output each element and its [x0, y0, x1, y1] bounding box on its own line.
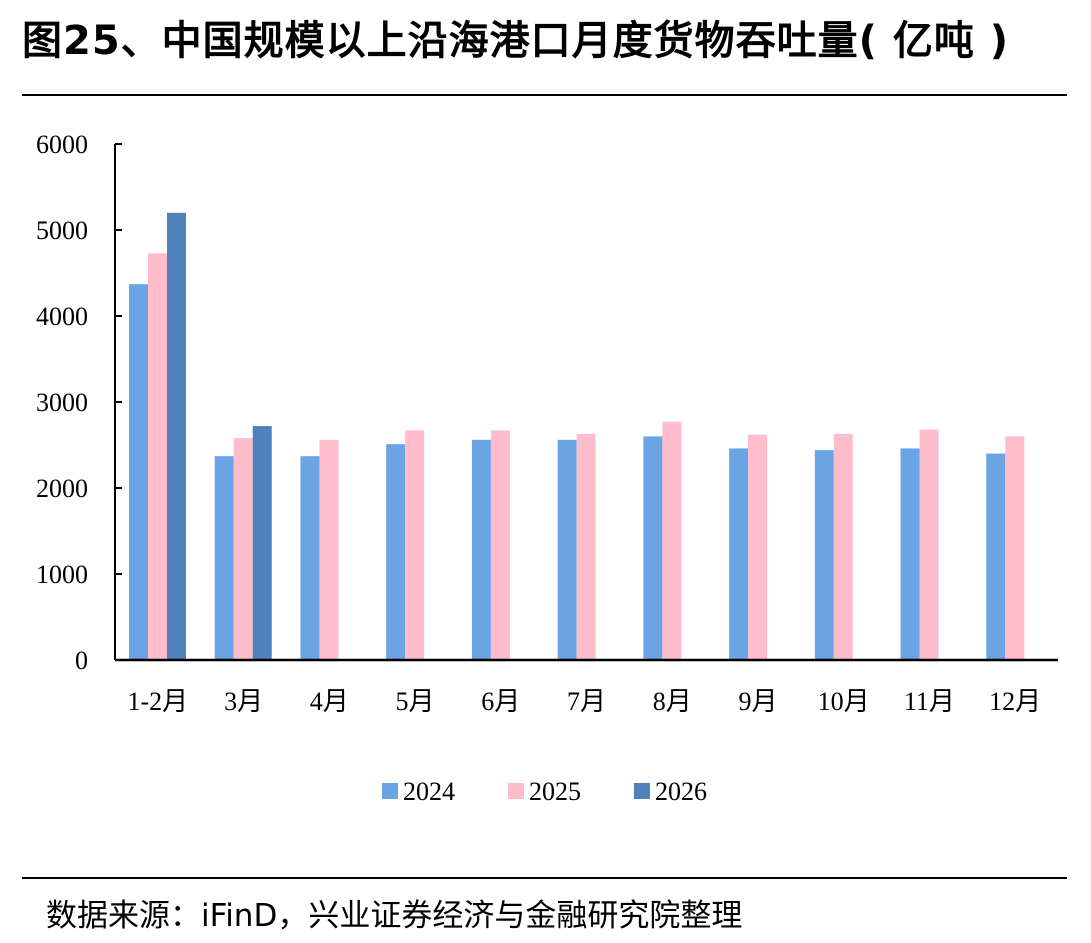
x-category-label-8: 10月	[818, 687, 870, 716]
bar-2025-3	[405, 430, 425, 660]
x-category-label-6: 8月	[653, 687, 692, 716]
source-note: 数据来源：iFinD，兴业证券经济与金融研究院整理	[46, 898, 743, 934]
bar-2026-1	[252, 426, 272, 660]
bar-2024-6	[643, 436, 663, 660]
x-category-label-1: 3月	[224, 687, 263, 716]
bar-2025-8	[833, 433, 853, 660]
bar-2025-4	[490, 430, 510, 660]
bar-2024-3	[386, 444, 406, 660]
legend-swatch-2024	[382, 783, 398, 799]
bar-2024-9	[900, 448, 920, 660]
x-category-label-5: 7月	[567, 687, 606, 716]
bar-2024-8	[814, 450, 834, 660]
y-tick-label-5: 5000	[36, 216, 88, 245]
y-tick-labels: 0 1000 2000 3000 4000 5000 6000	[36, 130, 88, 675]
bar-2024-5	[557, 439, 577, 660]
x-category-labels: 1-2月 3月 4月 5月 6月 7月 8月 9月 10月 11月 12月	[128, 687, 1042, 716]
bars-group	[129, 212, 1025, 661]
bar-2024-0	[129, 284, 148, 660]
bar-2024-7	[729, 448, 749, 660]
legend-label-2024: 2024	[403, 777, 455, 806]
bar-2025-7	[748, 434, 768, 660]
bar-2025-5	[576, 433, 596, 660]
x-category-label-2: 4月	[310, 687, 349, 716]
bar-2025-1	[233, 438, 253, 660]
y-tick-label-0: 0	[75, 646, 88, 675]
legend-label-2026: 2026	[655, 777, 707, 806]
legend: 2024 2025 2026	[382, 777, 707, 806]
bar-2024-10	[986, 453, 1006, 660]
x-category-label-0: 1-2月	[128, 687, 189, 716]
bar-chart: 0 1000 2000 3000 4000 5000 6000 1-2月 3月 4月 5月 6月 7月…	[36, 130, 1058, 806]
x-category-label-3: 5月	[396, 687, 435, 716]
x-category-label-10: 12月	[989, 687, 1041, 716]
x-category-label-7: 9月	[738, 687, 777, 716]
bar-2025-9	[919, 429, 939, 660]
bottom-rule	[22, 877, 1067, 879]
y-tick-label-6: 6000	[36, 130, 88, 159]
top-rule	[22, 94, 1067, 96]
bar-2024-1	[214, 456, 234, 660]
y-tick-label-4: 4000	[36, 302, 88, 331]
bar-2025-6	[662, 421, 682, 660]
x-category-label-4: 6月	[481, 687, 520, 716]
x-category-label-9: 11月	[904, 687, 955, 716]
bar-2024-4	[471, 439, 491, 660]
axes-group	[114, 143, 1058, 662]
bar-2025-0	[148, 253, 167, 660]
y-tick-label-2: 2000	[36, 474, 88, 503]
bar-2024-2	[300, 456, 320, 660]
y-tick-label-3: 3000	[36, 388, 88, 417]
legend-swatch-2025	[508, 783, 524, 799]
legend-label-2025: 2025	[529, 777, 581, 806]
chart-title: 图25、中国规模以上沿海港口月度货物吞吐量( 亿吨 )	[22, 18, 1010, 64]
bar-2025-2	[319, 439, 339, 660]
bar-2026-0	[167, 212, 186, 661]
y-tick-label-1: 1000	[36, 560, 88, 589]
bar-2025-10	[1005, 436, 1025, 660]
legend-swatch-2026	[634, 783, 650, 799]
